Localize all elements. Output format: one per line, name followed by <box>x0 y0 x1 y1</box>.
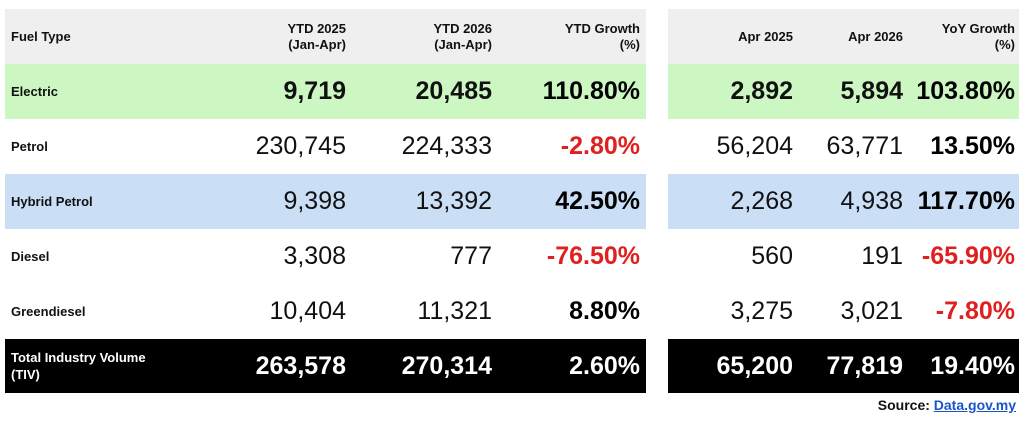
table-row-electric: Electric 9,719 20,485 110.80% 2,892 5,89… <box>5 64 1019 119</box>
ytd-growth-value: 42.50% <box>555 187 640 215</box>
row-label: Electric <box>11 84 58 99</box>
header-yoy-growth: YoY Growth (%) <box>941 20 1015 52</box>
ytd-growth-value: 110.80% <box>542 77 640 105</box>
yoy-growth-value: 103.80% <box>916 77 1015 105</box>
ytd-growth-value: -2.80% <box>560 132 640 160</box>
header-apr-2025: Apr 2025 <box>738 28 793 44</box>
header-ytd-growth: YTD Growth (%) <box>564 20 640 52</box>
ytd-growth-value: 2.60% <box>569 351 640 380</box>
apr-2025-value: 2,892 <box>730 77 793 105</box>
ytd-2025-value: 9,398 <box>283 187 346 215</box>
source-label: Source: <box>877 397 930 413</box>
ytd-2025-value: 230,745 <box>255 132 346 160</box>
row-label: Petrol <box>11 139 48 154</box>
source-link[interactable]: Data.gov.my <box>933 397 1016 413</box>
apr-2026-value: 4,938 <box>840 187 903 215</box>
apr-2026-value: 77,819 <box>826 351 903 380</box>
header-fuel-type: Fuel Type <box>11 28 71 44</box>
apr-2026-value: 191 <box>861 242 903 270</box>
ytd-2025-value: 9,719 <box>283 77 346 105</box>
ytd-2025-value: 263,578 <box>255 351 346 380</box>
row-label: Hybrid Petrol <box>11 194 93 209</box>
header-ytd-2025: YTD 2025 (Jan-Apr) <box>287 20 346 52</box>
table-row-greendiesel: Greendiesel 10,404 11,321 8.80% 3,275 3,… <box>5 284 1019 339</box>
ytd-2026-value: 224,333 <box>401 132 492 160</box>
header-ytd-2026: YTD 2026 (Jan-Apr) <box>433 20 492 52</box>
ytd-2026-value: 20,485 <box>415 77 492 105</box>
ytd-2026-value: 13,392 <box>415 187 492 215</box>
ytd-2026-value: 11,321 <box>417 297 492 325</box>
fuel-type-table: Fuel Type YTD 2025 (Jan-Apr) YTD 2026 (Jan… <box>5 9 1019 393</box>
yoy-growth-value: 19.40% <box>930 351 1015 380</box>
table-row-diesel: Diesel 3,308 777 -76.50% 560 191 -65.90% <box>5 229 1019 284</box>
source-credit: Source: Data.gov.my <box>878 397 1016 413</box>
apr-2025-value: 560 <box>751 242 793 270</box>
table-row-total: Total Industry Volume (TIV) 263,578 270,3… <box>5 339 1019 393</box>
yoy-growth-value: -65.90% <box>921 242 1015 270</box>
apr-2025-value: 56,204 <box>716 132 793 160</box>
apr-2026-value: 63,771 <box>826 132 903 160</box>
yoy-growth-value: -7.80% <box>935 297 1015 325</box>
ytd-growth-value: -76.50% <box>546 242 640 270</box>
row-label: Diesel <box>11 249 50 264</box>
yoy-growth-value: 117.70% <box>917 187 1015 215</box>
table-header: Fuel Type YTD 2025 (Jan-Apr) YTD 2026 (Jan… <box>5 9 1019 64</box>
table-row-petrol: Petrol 230,745 224,333 -2.80% 56,204 63,… <box>5 119 1019 174</box>
apr-2025-value: 3,275 <box>730 297 793 325</box>
apr-2025-value: 2,268 <box>730 187 793 215</box>
ytd-2026-value: 777 <box>450 242 492 270</box>
apr-2025-value: 65,200 <box>716 351 793 380</box>
yoy-growth-value: 13.50% <box>930 132 1015 160</box>
ytd-growth-value: 8.80% <box>569 297 640 325</box>
ytd-2025-value: 10,404 <box>269 297 346 325</box>
row-label: Total Industry Volume (TIV) <box>11 350 146 382</box>
apr-2026-value: 3,021 <box>840 297 903 325</box>
row-label: Greendiesel <box>11 304 86 319</box>
apr-2026-value: 5,894 <box>840 77 903 105</box>
header-apr-2026: Apr 2026 <box>848 28 903 44</box>
ytd-2025-value: 3,308 <box>283 242 346 270</box>
table-row-hybrid-petrol: Hybrid Petrol 9,398 13,392 42.50% 2,268 … <box>5 174 1019 229</box>
ytd-2026-value: 270,314 <box>401 351 492 380</box>
